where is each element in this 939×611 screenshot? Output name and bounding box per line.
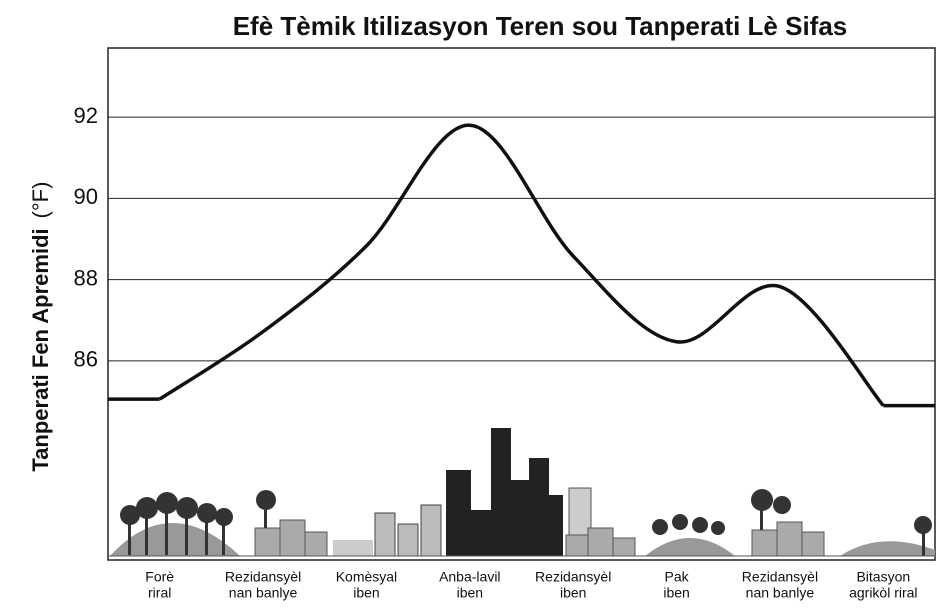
y-tick-label: 88: [74, 265, 98, 290]
x-tick-label: nan banlye: [229, 585, 298, 601]
x-tick-label: Rezidansyèl: [535, 569, 611, 585]
y-axis-label: Tanperati Fen Apremidi (°F): [28, 182, 53, 472]
x-tick-label: agrikòl riral: [849, 585, 917, 601]
x-tick-label: Rezidansyèl: [742, 569, 818, 585]
x-tick-label: Rezidansyèl: [225, 569, 301, 585]
y-axis-label-unit: (°F): [28, 182, 53, 219]
y-tick-label: 86: [74, 347, 98, 372]
skyline-illustration: [108, 428, 935, 557]
x-tick-label: nan banlye: [746, 585, 815, 601]
x-tick-label: iben: [560, 585, 586, 601]
plot-frame: [107, 47, 936, 561]
y-tick-label: 90: [74, 184, 98, 209]
x-tick-label: Forè: [145, 569, 174, 585]
x-tick-label: riral: [148, 585, 171, 601]
x-tick-label: Pak: [665, 569, 690, 585]
x-tick-label: Anba-lavil: [439, 569, 500, 585]
x-tick-label: iben: [353, 585, 379, 601]
y-tick-label: 92: [74, 103, 98, 128]
x-tick-label: Bitasyon: [856, 569, 910, 585]
temperature-line: [158, 123, 885, 407]
x-tick-label: iben: [663, 585, 689, 601]
x-tick-label: iben: [457, 585, 483, 601]
chart-title: Efè Tèmik Itilizasyon Teren sou Tanperat…: [233, 11, 848, 41]
y-axis-label-text: Tanperati Fen Apremidi: [28, 228, 53, 471]
x-tick-label: Komèsyal: [336, 569, 397, 585]
